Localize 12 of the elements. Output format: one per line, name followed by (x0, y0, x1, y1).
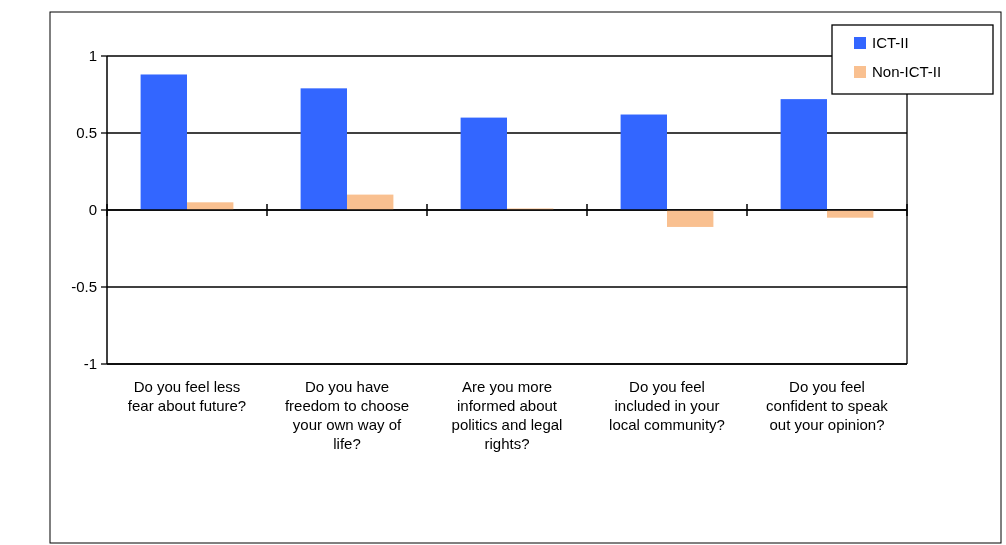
y-tick-label: 1 (88, 47, 97, 65)
x-tick-label: Do you have freedom to choose your own way of life? (284, 378, 410, 452)
legend-label: ICT-II (872, 34, 909, 52)
x-tick-label: Do you feel confident to speak out your opinion? (766, 378, 889, 433)
x-tick-label: Are you more informed about politics and legal rights? (451, 378, 563, 452)
y-tick-label: 0.5 (76, 124, 97, 142)
legend-label: Non-ICT-II (872, 63, 942, 81)
x-tick-label: Do you feel less fear about future? (127, 378, 247, 414)
y-tick-label: -1 (83, 355, 97, 373)
x-tick-label: Do you feel included in your local community? (609, 378, 725, 433)
y-tick-label: -0.5 (71, 278, 97, 296)
y-tick-label: 0 (88, 201, 97, 219)
